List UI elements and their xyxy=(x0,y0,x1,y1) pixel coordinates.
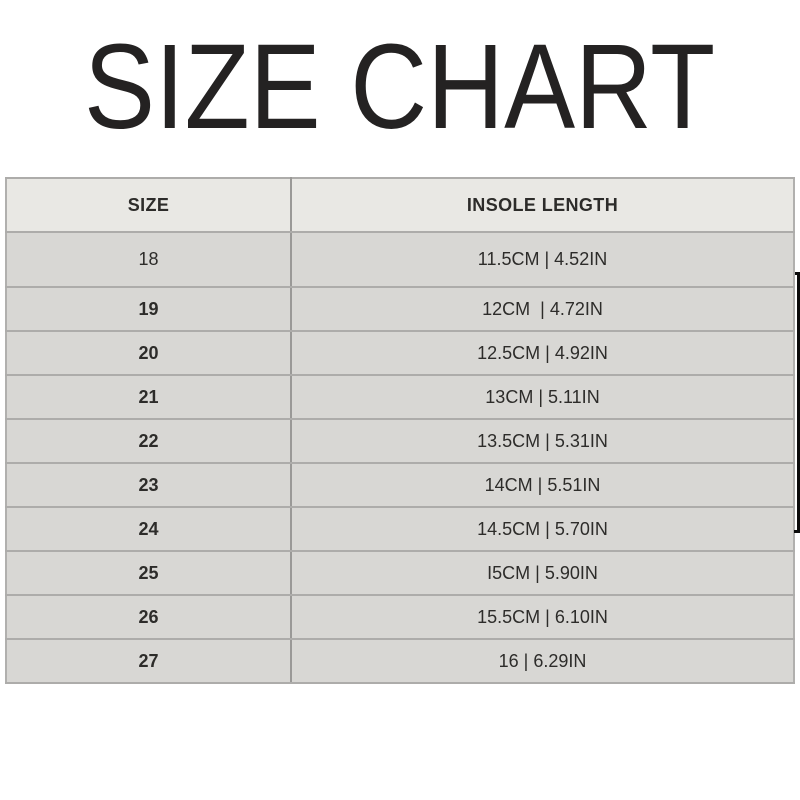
size-chart-table: SIZE INSOLE LENGTH 18 11.5CM | 4.52IN 19… xyxy=(5,177,795,684)
table-row: 26 15.5CM | 6.10IN xyxy=(6,594,794,640)
page-title: SIZE CHART xyxy=(84,18,716,154)
insole-cell: 13CM | 5.11IN xyxy=(291,374,794,420)
title-area: SIZE CHART xyxy=(0,0,800,173)
insole-cell: 12.5CM | 4.92IN xyxy=(291,330,794,376)
insole-cell: 16 | 6.29IN xyxy=(291,638,794,684)
table-row: 27 16 | 6.29IN xyxy=(6,638,794,684)
table-row: 18 11.5CM | 4.52IN xyxy=(6,231,794,288)
size-cell: 20 xyxy=(6,330,292,376)
insole-length-column-header: INSOLE LENGTH xyxy=(291,177,794,233)
size-cell: 22 xyxy=(6,418,292,464)
insole-cell: 13.5CM | 5.31IN xyxy=(291,418,794,464)
insole-cell: 11.5CM | 4.52IN xyxy=(291,231,794,288)
size-cell: 27 xyxy=(6,638,292,684)
insole-cell: 15.5CM | 6.10IN xyxy=(291,594,794,640)
insole-cell: 14.5CM | 5.70IN xyxy=(291,506,794,552)
table-row: 19 12CM | 4.72IN xyxy=(6,286,794,332)
size-cell: 19 xyxy=(6,286,292,332)
table-row: 21 13CM | 5.11IN xyxy=(6,374,794,420)
table-row: 24 14.5CM | 5.70IN xyxy=(6,506,794,552)
table-header-row: SIZE INSOLE LENGTH xyxy=(6,177,794,233)
insole-cell: I5CM | 5.90IN xyxy=(291,550,794,596)
size-column-header: SIZE xyxy=(6,177,292,233)
size-cell: 25 xyxy=(6,550,292,596)
size-cell: 21 xyxy=(6,374,292,420)
insole-cell: 12CM | 4.72IN xyxy=(291,286,794,332)
table-row: 22 13.5CM | 5.31IN xyxy=(6,418,794,464)
table-row: 25 I5CM | 5.90IN xyxy=(6,550,794,596)
table-row: 20 12.5CM | 4.92IN xyxy=(6,330,794,376)
size-cell: 24 xyxy=(6,506,292,552)
right-edge-artifact xyxy=(794,272,800,533)
insole-cell: 14CM | 5.51IN xyxy=(291,462,794,508)
size-cell: 26 xyxy=(6,594,292,640)
size-cell: 18 xyxy=(6,231,292,288)
size-cell: 23 xyxy=(6,462,292,508)
table-row: 23 14CM | 5.51IN xyxy=(6,462,794,508)
